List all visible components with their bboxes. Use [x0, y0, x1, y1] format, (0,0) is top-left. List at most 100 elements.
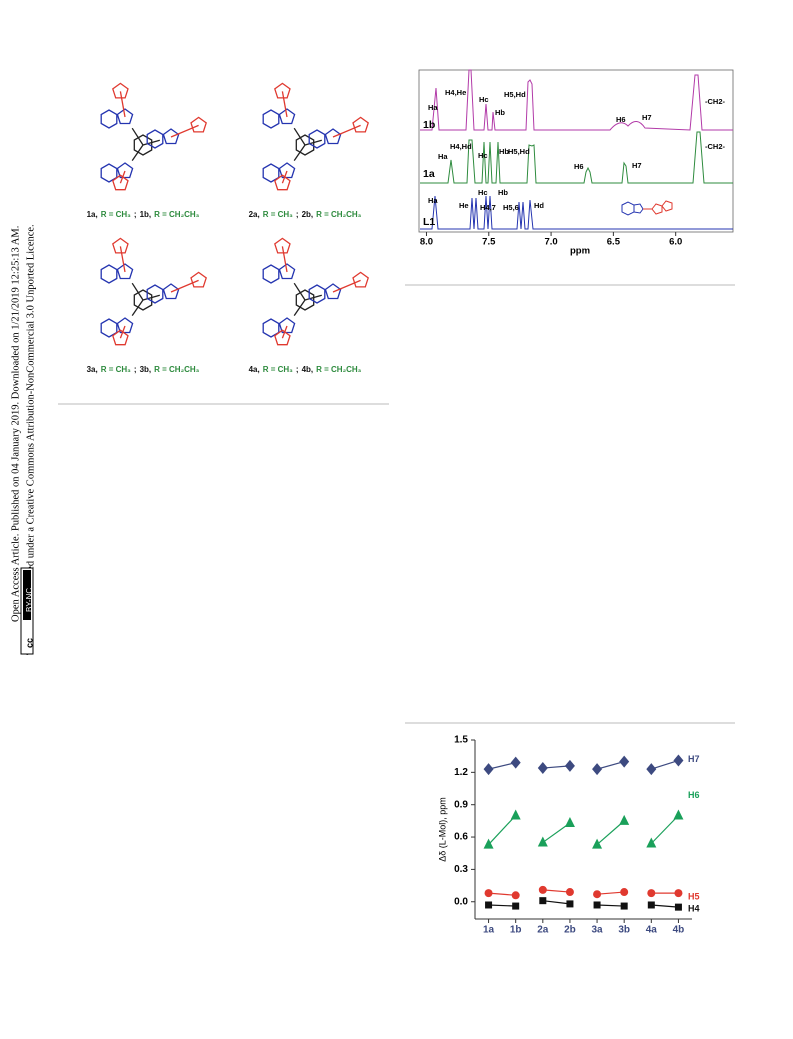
l1-structure — [621, 200, 673, 216]
x-tick-label: 2a — [537, 925, 549, 936]
structure-bond — [293, 282, 306, 301]
sidebar: Open Access Article. Published on 04 Jan… — [10, 224, 36, 655]
structure-ring — [116, 317, 134, 334]
caption-part: 2a, — [249, 210, 260, 219]
spectrum-name: 1b — [423, 119, 435, 131]
x-tick-label: 1b — [510, 925, 522, 936]
caption-part: 2b, — [302, 210, 314, 219]
spectrum-name: L1 — [423, 216, 435, 228]
peak-label: H4,7 — [480, 203, 496, 212]
peak-label: H4,Hd — [450, 142, 472, 151]
structure-ring — [100, 109, 118, 129]
structure-bond — [281, 246, 288, 273]
x-tick-label: 6.5 — [607, 237, 621, 248]
badge-text: BY-NC — [25, 588, 34, 612]
point — [593, 890, 602, 899]
structure-bond — [131, 299, 144, 316]
caption-part: R = CH₂CH₃ — [316, 210, 362, 219]
legend-label: H4 — [688, 904, 700, 914]
structure-ring — [100, 318, 118, 338]
caption-part: 1a, — [87, 210, 98, 219]
x-tick-label: 7.5 — [482, 237, 496, 248]
caption-part: R = CH₂CH₃ — [154, 210, 200, 219]
x-tick-label: 1a — [483, 925, 495, 936]
structure-ring — [661, 200, 673, 212]
y-tick-label: 0.9 — [454, 799, 468, 810]
structure-bond — [281, 91, 288, 118]
structure-ring — [278, 317, 296, 334]
sidebar-line: Open Access Article. Published on 04 Jan… — [10, 226, 21, 622]
point — [484, 889, 493, 898]
structure-bond — [293, 127, 306, 146]
structure-ring — [278, 162, 296, 179]
structure-ring — [112, 329, 129, 346]
point — [646, 837, 657, 848]
structure-bond — [119, 91, 126, 118]
structure-ring — [116, 162, 134, 179]
y-tick-label: 0.0 — [454, 896, 468, 907]
series-line — [488, 762, 516, 770]
point — [512, 902, 520, 910]
structure-ring — [146, 284, 164, 304]
peak-label: Ha — [438, 152, 448, 161]
structure-bond — [332, 279, 361, 293]
caption-part: R = CH₃ — [101, 210, 131, 219]
structure-ring — [278, 263, 296, 280]
caption-part: 3b, — [140, 365, 152, 374]
peak-label: Ha — [428, 103, 438, 112]
caption-part: ; — [296, 210, 299, 219]
series-line — [488, 815, 517, 846]
x-tick-label: 3b — [618, 925, 630, 936]
x-tick-label: 8.0 — [420, 237, 433, 248]
structure-ring — [162, 283, 180, 300]
point — [673, 754, 684, 767]
caption-part: ; — [134, 365, 137, 374]
peak-label: He — [459, 201, 469, 210]
point — [592, 838, 603, 849]
point — [564, 817, 575, 828]
point — [565, 888, 574, 897]
caption-part: ; — [134, 210, 137, 219]
nmr-spectra — [420, 69, 733, 230]
series-line — [597, 904, 625, 907]
structure-ring — [112, 82, 129, 99]
peak-label: H6 — [574, 162, 584, 171]
point — [483, 838, 494, 849]
caption-part: ; — [296, 365, 299, 374]
series-line — [597, 891, 625, 895]
structure-ring — [621, 201, 635, 216]
badge-text: cc — [24, 638, 34, 648]
point — [647, 889, 656, 898]
peak-label: Ha — [428, 196, 438, 205]
structure-ring — [274, 174, 291, 191]
peak-label: H4,He — [445, 88, 466, 97]
y-tick-label: 0.3 — [454, 864, 468, 875]
structure-caption: 3a, R = CH₃; 3b, R = CH₂CH₃ — [87, 365, 200, 374]
structure-bond — [332, 124, 361, 138]
sidebar-line: This article is licensed under a Creativ… — [25, 224, 36, 655]
peak-label: -CH2- — [705, 97, 726, 106]
peak-label: Hd — [534, 201, 544, 210]
structure-ring — [262, 163, 280, 183]
structure-ring — [352, 116, 369, 133]
structure-bond — [293, 299, 306, 316]
peak-label: -CH2- — [705, 142, 726, 151]
structure-ring — [295, 134, 315, 156]
peak-label: Hb — [495, 108, 505, 117]
peak-label: H7 — [642, 113, 652, 122]
point — [674, 903, 682, 911]
point — [646, 763, 657, 776]
legend-label: H7 — [688, 754, 700, 764]
point — [510, 809, 521, 820]
structure-ring — [162, 128, 180, 145]
point — [539, 897, 547, 905]
structure-ring — [112, 237, 129, 254]
point — [537, 762, 548, 775]
x-tick-label: 2b — [564, 925, 576, 936]
peak-label: H5,6 — [503, 203, 519, 212]
point — [619, 814, 630, 825]
point — [593, 901, 601, 909]
point — [647, 901, 655, 909]
structure-ring — [295, 289, 315, 311]
